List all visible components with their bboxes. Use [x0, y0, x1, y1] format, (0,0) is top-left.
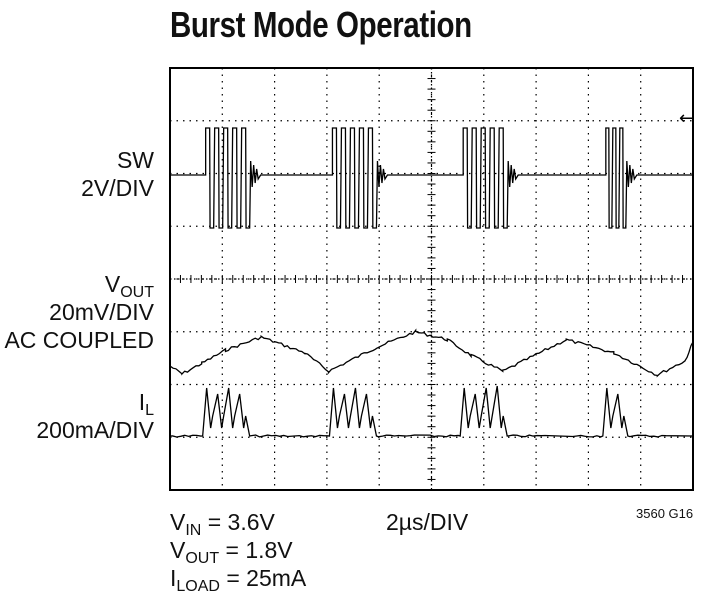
figure-id: 3560 G16 — [636, 506, 694, 521]
vout-name: VOUT — [104, 271, 154, 301]
conditions-block: VIN = 3.6V VOUT = 1.8V ILOAD = 25mA — [170, 508, 307, 595]
vout-channel-label: VOUT 20mV/DIV AC COUPLED — [4, 270, 154, 354]
trigger-marker-icon: ← — [679, 108, 694, 129]
condition-iload: ILOAD = 25mA — [170, 565, 307, 595]
il-scale: 200mA/DIV — [36, 417, 154, 443]
condition-vout: VOUT = 1.8V — [170, 537, 293, 567]
condition-vin: VIN = 3.6V — [170, 509, 275, 539]
vout-scale: 20mV/DIV — [49, 299, 154, 325]
chart-title: Burst Mode Operation — [170, 4, 472, 45]
sw-scale: 2V/DIV — [81, 175, 154, 201]
il-trace — [169, 385, 694, 438]
vout-coupling: AC COUPLED — [4, 327, 154, 353]
il-channel-label: IL 200mA/DIV — [36, 388, 154, 444]
sw-trace — [170, 127, 693, 229]
sw-name: SW — [116, 147, 154, 173]
vout-trace — [169, 328, 694, 378]
il-name: IL — [138, 389, 154, 419]
sw-channel-label: SW 2V/DIV — [81, 146, 154, 202]
time-scale-label: 2µs/DIV — [386, 509, 469, 535]
